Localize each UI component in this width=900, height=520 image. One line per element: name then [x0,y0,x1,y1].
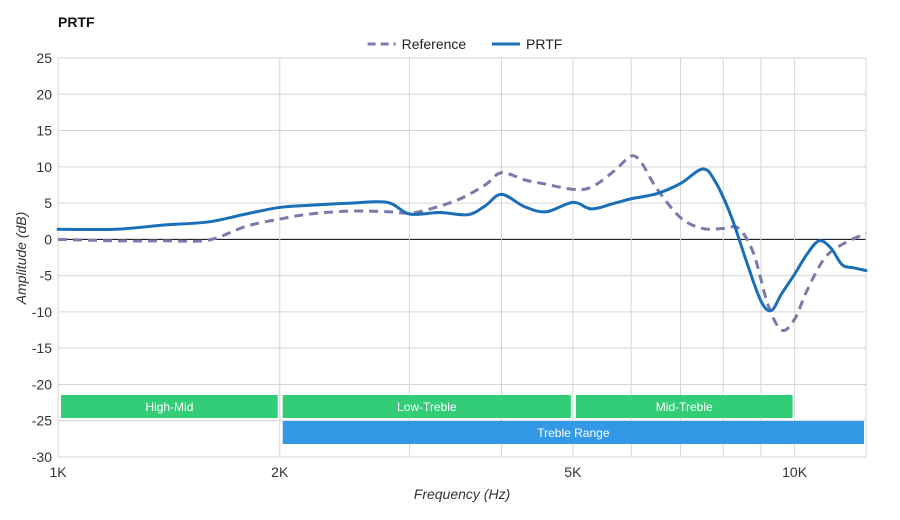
y-tick-label: 25 [36,50,52,66]
series-lines [56,154,868,333]
band-mid-treble [575,395,793,418]
y-tick-label: 5 [44,195,52,211]
legend: Reference PRTF [367,36,562,52]
y-axis-label: Amplitude (dB) [13,212,29,306]
y-tick-label: -5 [40,268,53,284]
plot-frame [57,57,867,458]
band-low-treble [282,395,571,418]
x-tick-label: 5K [564,464,582,480]
x-axis-label: Frequency (Hz) [414,486,510,502]
y-tick-label: 15 [36,123,52,139]
series-line-reference [57,154,867,333]
series-line-prtf [56,167,868,313]
x-tick-label: 10K [782,464,808,480]
x-tick-label: 2K [271,464,289,480]
band-high-mid [61,395,278,418]
y-tick-label: 0 [44,231,52,247]
y-tick-label: -10 [32,304,52,320]
band-label: Low-Treble [397,400,457,414]
y-tick-label: 20 [36,86,52,102]
band-label: Treble Range [537,426,610,440]
y-tick-label: -15 [32,340,52,356]
y-tick-label: 10 [36,159,52,175]
gridlines [57,57,867,458]
x-tick-label: 1K [49,464,67,480]
legend-label-prtf: PRTF [526,36,562,52]
y-tick-label: -20 [32,376,52,392]
legend-label-reference: Reference [402,36,467,52]
band-label: High-Mid [145,400,193,414]
band-treble-range [282,421,864,444]
y-tick-label: -25 [32,413,52,429]
band-label: Mid-Treble [656,400,713,414]
y-tick-label: -30 [32,449,52,465]
chart-title: PRTF [58,14,95,30]
frequency-bands: High-Mid Low-Treble Mid-Treble Treble Range [61,395,864,444]
